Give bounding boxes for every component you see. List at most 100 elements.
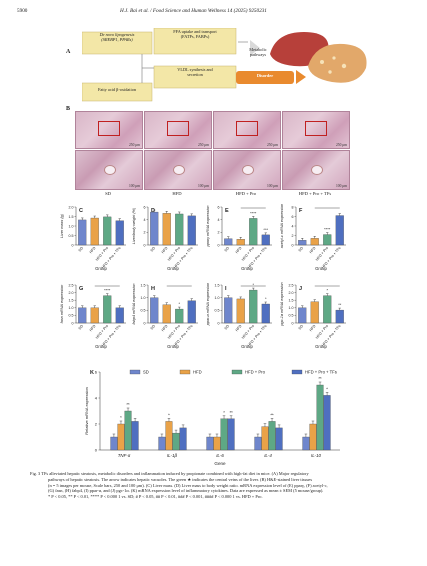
zoom-region-box xyxy=(305,121,327,136)
significance-marker: ** xyxy=(270,412,274,417)
scale-bar-label: 250 μm xyxy=(335,143,347,147)
y-axis-label: pgc-1α mRNA expression xyxy=(280,282,284,326)
x-axis-label: Group xyxy=(315,344,327,349)
caption-line: (n = 5 images per mouse, Scale bars, 250… xyxy=(48,482,328,488)
significance-marker: * xyxy=(223,410,225,415)
bar xyxy=(115,307,124,324)
caption-line: pathways of hepatic steatosis. The arrow… xyxy=(48,476,313,482)
y-tick-label: 1.0 xyxy=(141,296,146,300)
bar xyxy=(224,238,233,246)
y-tick-label: 2 xyxy=(218,231,220,235)
bar xyxy=(335,215,344,246)
bar xyxy=(227,418,235,451)
x-axis-label: Group xyxy=(95,344,107,349)
histology-image-high-mag: 100 μm xyxy=(213,150,281,190)
oxidation-label: Fatty acid β-oxidation xyxy=(98,87,136,92)
bar xyxy=(275,427,283,451)
significance-marker: * xyxy=(178,301,180,306)
x-tick-label: IL-4 xyxy=(264,453,272,458)
x-tick-label: SD xyxy=(298,324,305,331)
bar xyxy=(206,436,214,451)
y-tick-label: 4 xyxy=(218,218,220,222)
y-tick-label: 2 xyxy=(292,234,294,238)
x-tick-label: SD xyxy=(298,246,305,253)
x-tick-label: HFD xyxy=(235,324,243,333)
ffa-label: FFA uptake and transport (FATPs, FABPs) xyxy=(173,29,217,39)
x-tick-label: HFD xyxy=(235,246,243,255)
y-tick-label: 0.5 xyxy=(69,314,74,318)
y-tick-label: 0 xyxy=(292,321,294,325)
y-axis-label: Liver/body weight (%) xyxy=(132,207,136,244)
histology-group-label: SD xyxy=(105,191,111,196)
y-axis-label: Relative mRNA expression xyxy=(84,387,89,435)
y-tick-label: 6 xyxy=(218,205,220,209)
panel-label: I xyxy=(225,286,227,292)
y-tick-label: 0 xyxy=(72,321,74,325)
central-vein xyxy=(173,165,185,175)
y-axis-label: ppar-α mRNA expression xyxy=(206,283,210,326)
bar xyxy=(90,307,99,324)
bar xyxy=(261,426,269,451)
histology-group-label: HFD + Pro xyxy=(235,191,257,196)
bar xyxy=(310,238,319,246)
metabolic-pathways-label: Metabolic pathways xyxy=(249,47,267,57)
x-axis-label: Group xyxy=(241,344,253,349)
y-tick-label: 0.5 xyxy=(141,309,146,313)
bar xyxy=(90,217,99,246)
y-tick-label: 6 xyxy=(292,215,294,219)
panel-label: E xyxy=(225,208,229,214)
bar xyxy=(236,298,245,324)
histology-image-high-mag: 100 μm xyxy=(75,150,143,190)
y-tick-label: 0 xyxy=(292,243,294,247)
y-tick-label: 4 xyxy=(95,395,98,400)
significance-marker: ** xyxy=(126,402,130,407)
y-tick-label: 8 xyxy=(292,205,294,209)
x-tick-label: HFD xyxy=(161,246,169,255)
significance-marker: ** xyxy=(318,376,322,381)
disorder-label: Disorder xyxy=(256,73,274,78)
bar xyxy=(162,213,171,246)
y-tick-label: 6 xyxy=(95,369,98,374)
panel-label: C xyxy=(79,208,83,214)
x-tick-label: HFD xyxy=(309,324,317,333)
histology-image-high-mag: 100 μm xyxy=(282,150,350,190)
y-tick-label: 2.0 xyxy=(69,205,74,209)
histology-group-label: HFD + Pro + TFs xyxy=(298,191,332,196)
bar xyxy=(335,309,344,324)
bar xyxy=(261,234,270,246)
caption-line: * P < 0.05, ** P < 0.01, **** P < 0.000 … xyxy=(48,494,263,500)
histology-image-low-mag: 250 μm xyxy=(213,111,281,149)
legend-swatch xyxy=(179,369,191,375)
bar xyxy=(150,211,159,246)
bar xyxy=(268,421,276,451)
significance-marker: * xyxy=(168,412,170,417)
bar xyxy=(78,307,87,324)
bar xyxy=(117,423,125,451)
significance-marker: **** xyxy=(104,288,111,293)
x-axis-label: Group xyxy=(167,266,179,271)
y-tick-label: 1.0 xyxy=(289,306,294,310)
x-tick-label: SD xyxy=(150,324,157,331)
bar xyxy=(179,427,187,451)
y-axis-label: pparγ mRNA expression xyxy=(206,205,210,247)
caption-line: Fig. 3 TFs alleviated hepatic steatosis,… xyxy=(30,471,309,476)
legend-label: SD xyxy=(143,370,149,375)
bar xyxy=(224,297,233,324)
bar xyxy=(175,213,184,246)
x-tick-label: SD xyxy=(78,324,85,331)
panel-label: J xyxy=(299,286,302,292)
fatty-liver-icon xyxy=(308,43,367,83)
zoom-region-box xyxy=(98,121,120,136)
bar xyxy=(323,295,332,324)
y-tick-label: 0 xyxy=(144,243,146,247)
x-axis-label: Group xyxy=(167,344,179,349)
bar xyxy=(236,239,245,246)
x-tick-label: IL-10 xyxy=(311,453,322,458)
bar xyxy=(172,432,180,451)
panel-label: F xyxy=(299,208,303,214)
histology-group-label: HFD xyxy=(172,191,182,196)
y-tick-label: 1.5 xyxy=(69,215,74,219)
panel-label-b: B xyxy=(66,106,71,112)
y-axis-label: fabp4 mRNA expression xyxy=(132,283,136,324)
y-tick-label: 0 xyxy=(95,447,98,452)
